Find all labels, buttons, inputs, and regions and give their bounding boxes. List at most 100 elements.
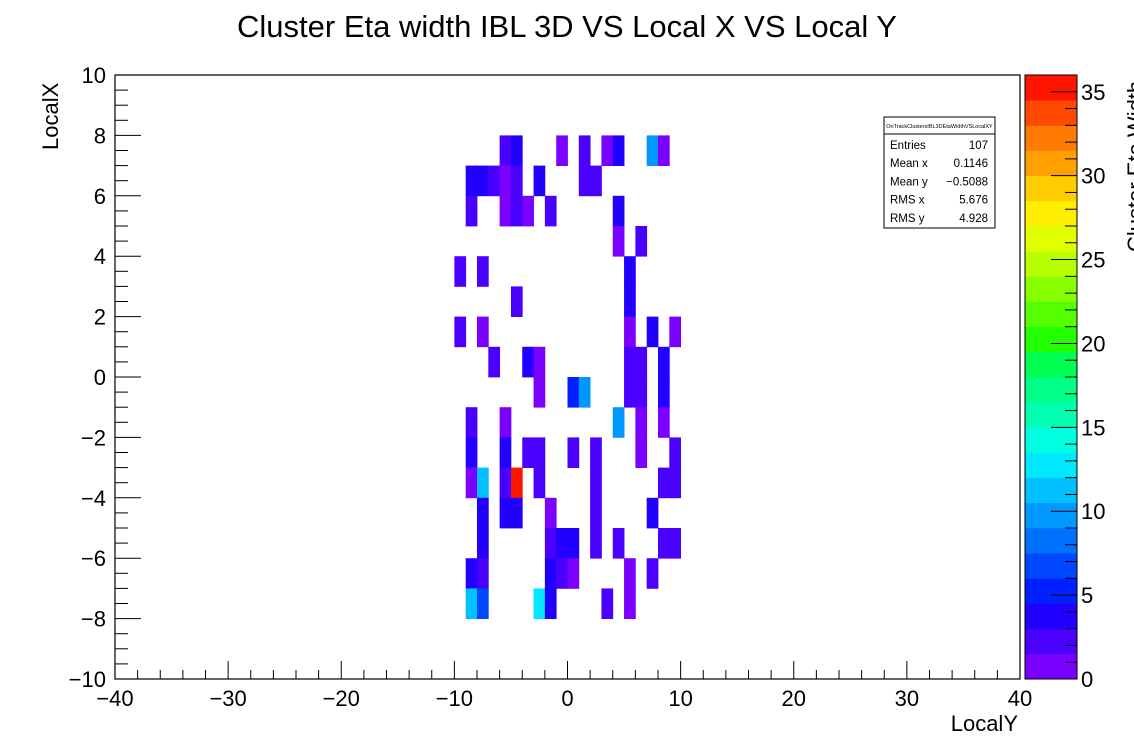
- color-scale-tick-label: 30: [1081, 164, 1105, 189]
- color-scale-step: [1025, 528, 1077, 554]
- heatmap-cell: [624, 346, 636, 378]
- heatmap-cell: [646, 558, 659, 589]
- heatmap-cell: [465, 467, 478, 499]
- heatmap-cell: [669, 467, 682, 499]
- color-scale-step: [1025, 603, 1077, 629]
- heatmap-cell: [465, 165, 478, 197]
- heatmap-cell: [488, 165, 501, 197]
- heatmap-cell: [646, 316, 659, 348]
- stats-value: 107: [969, 140, 988, 152]
- heatmap-cell: [556, 528, 568, 559]
- chart-title: Cluster Eta width IBL 3D VS Local X VS L…: [237, 9, 897, 44]
- heatmap-cell: [658, 528, 670, 559]
- color-scale-step: [1025, 553, 1077, 579]
- heatmap-cell: [488, 346, 501, 378]
- heatmap-cell: [454, 256, 467, 287]
- color-scale-step: [1025, 125, 1077, 151]
- color-scale-tick-label: 25: [1081, 248, 1105, 273]
- heatmap-cell: [624, 286, 636, 317]
- color-scale-tick-label: 0: [1081, 667, 1093, 692]
- heatmap-cell: [477, 558, 489, 589]
- y-tick-label: 6: [94, 184, 106, 209]
- heatmap-cell: [499, 497, 512, 529]
- heatmap-cell: [567, 437, 580, 468]
- heatmap-cells: [454, 135, 682, 619]
- heatmap-cell: [533, 437, 546, 468]
- y-tick-label: −10: [69, 667, 106, 692]
- heatmap-cell: [477, 316, 489, 348]
- color-scale: 0 5 10 15 20 25 30 35: [1024, 74, 1105, 692]
- heatmap-cell: [477, 256, 489, 287]
- heatmap-cell: [624, 558, 636, 589]
- heatmap-cell: [646, 135, 659, 166]
- color-scale-step: [1025, 276, 1077, 302]
- color-scale-step: [1025, 200, 1077, 227]
- heatmap-cell: [544, 195, 557, 227]
- stats-label: RMS x: [890, 195, 925, 207]
- heatmap-cell: [477, 165, 489, 197]
- heatmap-cell: [590, 467, 602, 499]
- heatmap-cell: [635, 346, 648, 378]
- stats-value: 5.676: [959, 195, 988, 207]
- heatmap-cell: [477, 497, 489, 529]
- x-tick-label: −20: [323, 686, 360, 711]
- heatmap-cell: [533, 588, 546, 619]
- heatmap-cell: [477, 467, 489, 499]
- stats-value: −0.5088: [946, 176, 988, 188]
- stats-label: Mean y: [890, 176, 928, 188]
- x-tick-label: 30: [895, 686, 919, 711]
- heatmap-cell: [635, 407, 648, 438]
- heatmap-cell: [612, 135, 625, 166]
- heatmap-cell: [658, 467, 670, 499]
- color-scale-step: [1025, 628, 1077, 655]
- color-scale-step: [1025, 578, 1077, 604]
- stats-label: Entries: [890, 140, 926, 152]
- heatmap-cell: [669, 528, 682, 559]
- heatmap-cell: [499, 437, 512, 468]
- x-axis-label: LocalY: [951, 711, 1019, 736]
- x-tick-label: −10: [436, 686, 473, 711]
- heatmap-cell: [544, 588, 557, 619]
- heatmap-cell: [578, 165, 591, 197]
- stats-value: 0.1146: [954, 158, 988, 170]
- y-tick-label: 0: [94, 365, 106, 390]
- color-scale-step: [1025, 452, 1077, 478]
- heatmap-cell: [510, 135, 523, 166]
- heatmap-cell: [669, 316, 682, 348]
- heatmap-cell: [567, 558, 580, 589]
- heatmap-cell: [624, 256, 636, 287]
- color-scale-step: [1025, 100, 1077, 126]
- heatmap-cell: [612, 195, 625, 227]
- heatmap-cell: [499, 135, 512, 166]
- y-tick-label: −8: [81, 607, 106, 632]
- heatmap-cell: [510, 165, 523, 197]
- y-tick-label: 4: [94, 244, 106, 269]
- heatmap-cell: [522, 346, 534, 378]
- heatmap-cell: [465, 407, 478, 438]
- x-tick-label: −40: [96, 686, 133, 711]
- color-scale-step: [1025, 427, 1077, 453]
- heatmap-cell: [556, 558, 568, 589]
- heatmap-cell: [669, 437, 682, 468]
- y-tick-label: −6: [81, 546, 106, 571]
- heatmap-cell: [567, 377, 580, 408]
- stats-box: OnTrackClustersIBL3DEtaWidthVSLocalXY En…: [883, 116, 996, 229]
- color-scale-step: [1025, 226, 1077, 252]
- heatmap-cell: [612, 226, 625, 257]
- color-scale-step: [1025, 477, 1077, 504]
- heatmap-cell: [578, 377, 591, 408]
- color-scale-step: [1025, 402, 1077, 428]
- x-tick-label: 10: [668, 686, 692, 711]
- heatmap-cell: [612, 528, 625, 559]
- heatmap-cell: [635, 377, 648, 408]
- color-scale-step: [1025, 351, 1077, 378]
- heatmap-cell: [465, 195, 478, 227]
- color-scale-tick-label: 35: [1081, 80, 1105, 105]
- heatmap-cell: [522, 195, 534, 227]
- heatmap-cell: [499, 165, 512, 197]
- heatmap-cell: [465, 437, 478, 468]
- heatmap-cell: [601, 135, 614, 166]
- color-scale-tick-label: 5: [1081, 583, 1093, 608]
- stats-label: Mean x: [890, 158, 928, 170]
- color-scale-label: Cluster Eta Width: [1123, 81, 1134, 252]
